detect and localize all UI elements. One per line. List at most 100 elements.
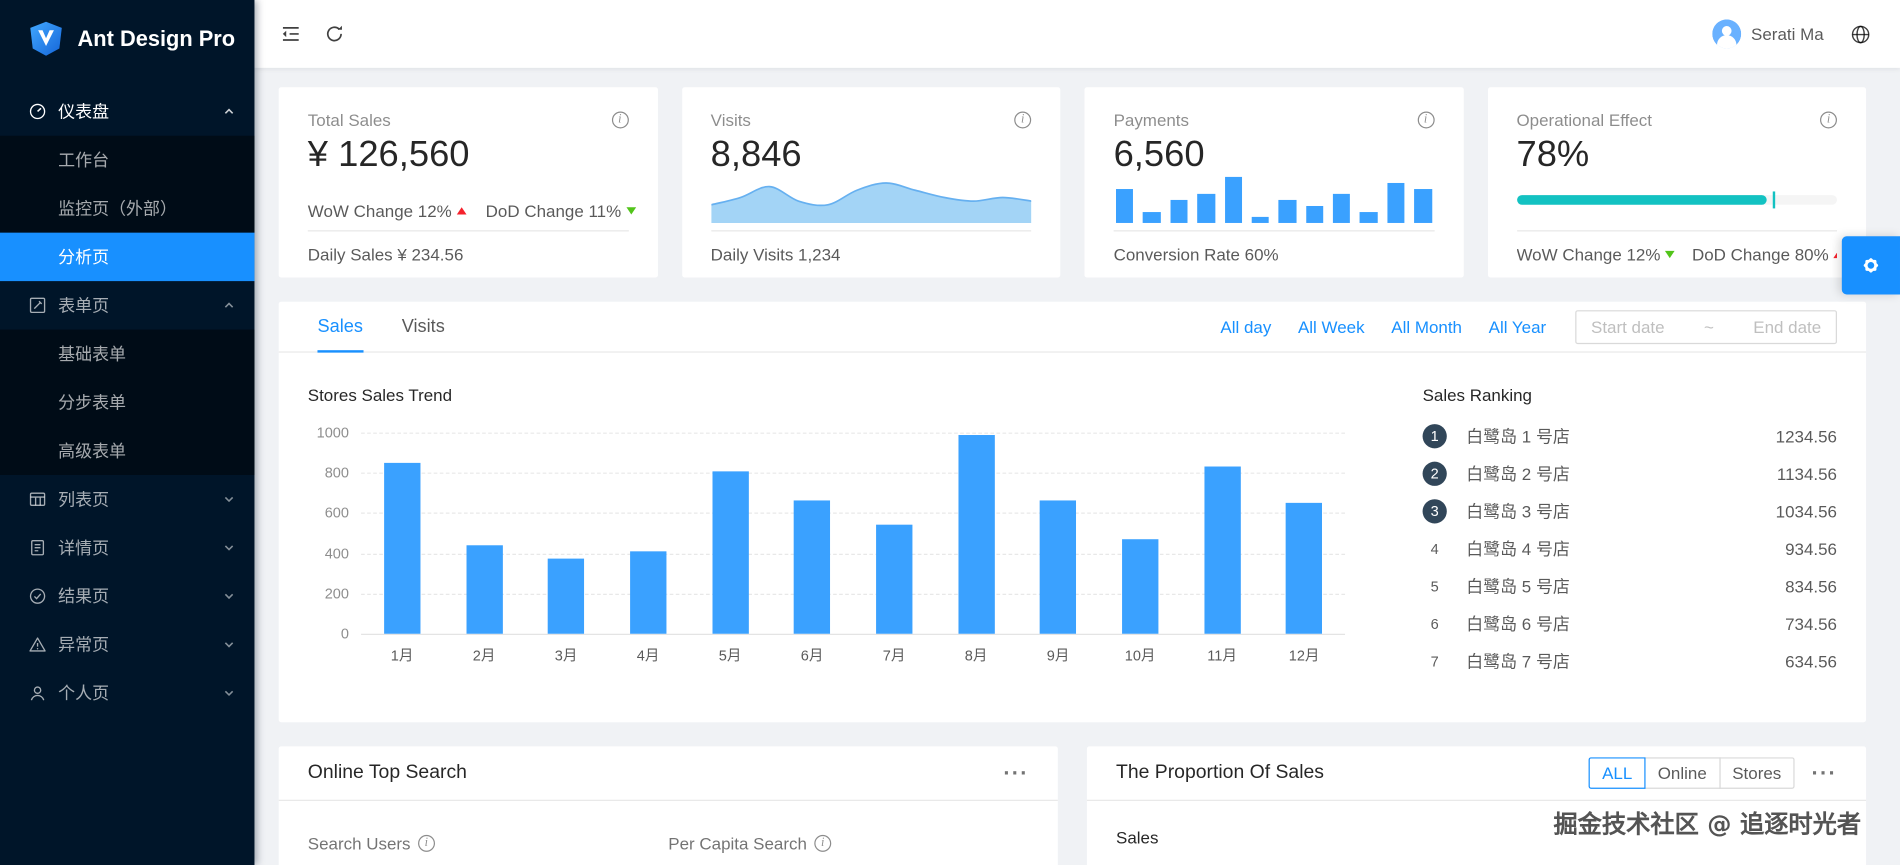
sidebar-subitem-dashboard-3[interactable]: 分析页 bbox=[0, 232, 255, 282]
x-axis-label: 9月 bbox=[1046, 647, 1070, 665]
more-icon[interactable] bbox=[1003, 762, 1028, 784]
footer-text: Conversion Rate 60% bbox=[1113, 244, 1279, 265]
chart-bar bbox=[465, 545, 503, 634]
proportion-body: Sales bbox=[1087, 801, 1866, 865]
ranking-row: 2 白鹭岛 2 号店 1134.56 bbox=[1422, 460, 1837, 487]
stat-card-title: Total Sales bbox=[307, 110, 391, 130]
bar-slot bbox=[525, 433, 607, 634]
range-all-week[interactable]: All Week bbox=[1297, 316, 1365, 337]
sidebar-subitem-dashboard-1[interactable]: 工作台 bbox=[58, 150, 110, 170]
store-name: 白鹭岛 2 号店 bbox=[1466, 464, 1570, 484]
visits-card: Visits 8,846 Daily Visits 1,234 bbox=[681, 87, 1061, 278]
date-range-picker[interactable]: Start date ~ End date bbox=[1575, 309, 1837, 344]
sidebar-item-list[interactable]: 列表页 bbox=[0, 475, 254, 523]
filter-all[interactable]: ALL bbox=[1588, 757, 1646, 789]
chart-bar bbox=[629, 551, 667, 634]
y-axis-label: 200 bbox=[324, 585, 349, 602]
sidebar-subitem-dashboard-2[interactable]: 监控页（外部） bbox=[58, 198, 177, 219]
range-all-year[interactable]: All Year bbox=[1488, 316, 1547, 337]
info-icon[interactable] bbox=[814, 834, 832, 852]
operational-footer-trends: WoW Change 12% DoD Change 80% bbox=[1516, 230, 1837, 277]
caret-down-icon bbox=[626, 207, 636, 215]
proportion-controls: ALL Online Stores bbox=[1588, 757, 1837, 789]
tab-bar: Sales Visits All day All Week All Month All … bbox=[278, 302, 1867, 353]
range-all-month[interactable]: All Month bbox=[1391, 316, 1462, 337]
stat-value: 12321 bbox=[308, 864, 389, 865]
bar-slot bbox=[361, 433, 443, 634]
tabs: Sales Visits bbox=[298, 302, 464, 353]
bar-slot bbox=[853, 433, 935, 634]
stat-card-header: Operational Effect bbox=[1516, 107, 1837, 134]
y-axis-label: 1000 bbox=[316, 424, 349, 442]
footer-text: Daily Visits 1,234 bbox=[710, 244, 841, 265]
globe-icon[interactable] bbox=[1838, 0, 1883, 68]
caret-up-icon bbox=[1833, 250, 1837, 259]
ranking-row: 4 白鹭岛 4 号店 934.56 bbox=[1423, 536, 1837, 563]
rank-badge: 2 bbox=[1422, 461, 1447, 486]
sidebar-item-dashboard[interactable]: 仪表盘 bbox=[0, 87, 254, 135]
caret-up-icon bbox=[456, 207, 467, 215]
logo[interactable]: Ant Design Pro bbox=[0, 0, 254, 78]
mini-bar bbox=[1224, 176, 1242, 223]
ranking-row: 3 白鹭岛 3 号店 1034.56 bbox=[1422, 498, 1837, 525]
rank-badge: 7 bbox=[1430, 653, 1439, 671]
tab-sales[interactable]: Sales bbox=[298, 302, 382, 353]
user-menu[interactable]: Serati Ma bbox=[1700, 19, 1836, 49]
store-name: 白鹭岛 1 号店 bbox=[1466, 426, 1570, 446]
info-icon[interactable] bbox=[1014, 111, 1032, 129]
info-icon[interactable] bbox=[417, 834, 435, 852]
sidebar-item-profile[interactable]: 详情页 bbox=[0, 523, 254, 571]
proportion-of-sales-card: The Proportion Of Sales ALL Online Stores … bbox=[1086, 746, 1867, 865]
progress-fill bbox=[1516, 195, 1767, 205]
card-title: Online Top Search bbox=[307, 762, 467, 783]
sidebar-subitem-form-3[interactable]: 高级表单 bbox=[58, 441, 127, 461]
store-name: 白鹭岛 7 号店 bbox=[1466, 651, 1570, 672]
chevron-down-icon bbox=[223, 687, 235, 699]
sidebar-item-exception[interactable]: 异常页 bbox=[0, 620, 254, 668]
settings-button[interactable] bbox=[1841, 236, 1900, 295]
x-axis-label: 10月 bbox=[1124, 647, 1156, 665]
dashboard-icon bbox=[29, 103, 46, 120]
progress-target-marker bbox=[1772, 191, 1776, 209]
store-name: 白鹭岛 4 号店 bbox=[1466, 539, 1570, 559]
x-axis-label: 6月 bbox=[800, 647, 824, 665]
sidebar-subitem-form-2[interactable]: 分步表单 bbox=[58, 392, 127, 412]
total-sales-card: Total Sales ¥ 126,560 WoW Change 12% DoD … bbox=[278, 87, 658, 278]
stat-card-value: 8,846 bbox=[710, 134, 802, 175]
reload-icon[interactable] bbox=[313, 0, 357, 68]
gridline bbox=[361, 633, 1346, 635]
menu-fold-icon[interactable] bbox=[269, 0, 313, 68]
sidebar-subitem-form-1[interactable]: 基础表单 bbox=[58, 344, 127, 364]
sidebar-item-label: 个人页 bbox=[58, 683, 110, 703]
sidebar-item-form[interactable]: 表单页 bbox=[0, 281, 254, 329]
sales-section-label: Sales bbox=[1116, 827, 1159, 847]
filter-online[interactable]: Online bbox=[1644, 757, 1721, 789]
gear-icon bbox=[1858, 252, 1885, 279]
stat-card-footer: Conversion Rate 60% bbox=[1113, 230, 1435, 277]
sidebar-item-label: 列表页 bbox=[58, 489, 110, 509]
sidebar-item-result[interactable]: 结果页 bbox=[0, 572, 254, 620]
info-icon[interactable] bbox=[1417, 111, 1435, 129]
mini-bar bbox=[1414, 188, 1432, 223]
bar-slot bbox=[1017, 433, 1099, 634]
store-sales-value: 734.56 bbox=[1785, 614, 1837, 634]
user-icon bbox=[29, 685, 46, 702]
sidebar-item-account[interactable]: 个人页 bbox=[0, 669, 254, 717]
range-all-day[interactable]: All day bbox=[1220, 316, 1272, 337]
info-icon[interactable] bbox=[1820, 111, 1837, 129]
card-title: The Proportion Of Sales bbox=[1116, 762, 1324, 783]
info-icon[interactable] bbox=[611, 111, 629, 129]
store-name: 白鹭岛 3 号店 bbox=[1466, 501, 1570, 522]
mini-bar bbox=[1197, 194, 1215, 223]
store-sales-value: 1234.56 bbox=[1775, 426, 1837, 446]
more-icon[interactable] bbox=[1812, 762, 1837, 784]
gridline bbox=[361, 472, 1346, 475]
mini-bar bbox=[1387, 182, 1405, 223]
user-name: Serati Ma bbox=[1751, 24, 1824, 44]
area-chart-svg bbox=[710, 182, 1032, 223]
tab-visits[interactable]: Visits bbox=[401, 316, 445, 337]
rank-badge: 3 bbox=[1422, 499, 1447, 524]
footer-text: Daily Sales ¥ 234.56 bbox=[307, 244, 464, 265]
filter-stores[interactable]: Stores bbox=[1718, 757, 1795, 789]
